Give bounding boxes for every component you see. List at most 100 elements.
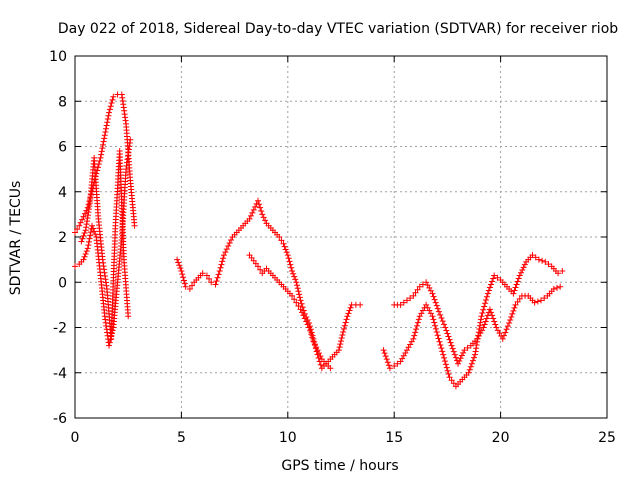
data-point-interp: [476, 322, 483, 329]
data-point-interp: [294, 285, 301, 292]
data-point-interp: [437, 311, 444, 318]
data-point-interp: [490, 315, 497, 322]
data-point-interp: [486, 284, 493, 291]
data-point-interp: [426, 307, 433, 314]
y-tick-label: -4: [53, 366, 67, 382]
data-point-interp: [508, 313, 515, 320]
data-point-interp: [219, 258, 226, 265]
data-point: [446, 374, 453, 381]
data-point-interp: [441, 358, 448, 365]
data-point: [403, 347, 410, 354]
data-point-interp: [385, 362, 392, 369]
data-point: [178, 267, 185, 274]
data-point-interp: [303, 318, 310, 325]
data-point-interp: [482, 300, 489, 307]
data-point-interp: [179, 271, 186, 278]
data-point: [486, 306, 493, 313]
data-point-interp: [394, 360, 401, 367]
data-point-interp: [85, 242, 92, 249]
data-point-interp: [488, 309, 495, 316]
data-point-interp: [341, 322, 348, 329]
data-point-interp: [226, 240, 233, 247]
data-point-interp: [181, 280, 188, 287]
data-point: [284, 252, 291, 259]
data-point-interp: [520, 264, 527, 271]
data-point-interp: [414, 319, 421, 326]
data-point-interp: [74, 226, 81, 233]
data-point: [344, 313, 351, 320]
data-point-interp: [257, 266, 264, 273]
data-point: [499, 335, 506, 342]
data-point: [538, 297, 545, 304]
data-point-interp: [507, 316, 514, 323]
data-point-interp: [311, 341, 318, 348]
data-point: [280, 240, 287, 247]
data-point: [110, 93, 117, 100]
data-point-interp: [343, 316, 350, 323]
data-point-interp: [283, 249, 290, 256]
data-point: [301, 315, 308, 322]
data-point-interp: [553, 284, 560, 291]
data-point-interp: [443, 327, 450, 334]
data-point-interp: [407, 341, 414, 348]
data-point-interp: [99, 145, 106, 152]
data-point-interp: [342, 319, 349, 326]
data-point-interp: [441, 354, 448, 361]
grid-lines: [75, 56, 607, 418]
data-point-interp: [108, 100, 115, 107]
data-point: [380, 347, 387, 354]
data-point-interp: [424, 282, 431, 289]
data-point-interp: [384, 359, 391, 366]
data-point: [76, 222, 83, 229]
data-point-interp: [399, 355, 406, 362]
data-point-interp: [445, 333, 452, 340]
y-tick-label: 10: [49, 49, 67, 65]
data-point: [212, 281, 219, 288]
data-point-interp: [483, 297, 490, 304]
data-point: [433, 329, 440, 336]
data-point-interp: [450, 348, 457, 355]
data-point-interp: [313, 344, 320, 351]
data-point-interp: [440, 321, 447, 328]
data-point: [410, 292, 417, 299]
data-point-interp: [300, 312, 307, 319]
data-point-interp: [337, 341, 344, 348]
data-point-interp: [439, 318, 446, 325]
data-point: [80, 213, 87, 220]
data-point-interp: [217, 264, 224, 271]
data-point: [461, 347, 468, 354]
data-point-interp: [104, 119, 111, 126]
data-point: [391, 362, 398, 369]
data-point-interp: [418, 310, 425, 317]
data-point: [340, 329, 347, 336]
data-point-interp: [539, 257, 546, 264]
data-point-interp: [79, 216, 86, 223]
data-point-interp: [502, 329, 509, 336]
data-point-interp: [439, 348, 446, 355]
data-point-interp: [510, 307, 517, 314]
data-point-interp: [213, 278, 220, 285]
data-point-interp: [91, 228, 98, 235]
data-point-interp: [249, 209, 256, 216]
data-point-interp: [307, 327, 314, 334]
data-point-interp: [296, 291, 303, 298]
data-point-interp: [485, 287, 492, 294]
data-point-interp: [102, 128, 109, 135]
data-point-interp: [407, 295, 414, 302]
data-point: [297, 306, 304, 313]
data-point-interp: [346, 307, 353, 314]
data-point-interp: [316, 350, 323, 357]
data-point-interp: [473, 342, 480, 349]
data-point-interp: [451, 351, 458, 358]
data-point-interp: [252, 203, 259, 210]
data-point-interp: [79, 235, 86, 242]
data-point-interp: [291, 296, 298, 303]
data-point-interp: [446, 336, 453, 343]
data-point-interp: [223, 246, 230, 253]
data-point-interp: [514, 298, 521, 305]
data-point: [203, 272, 210, 279]
data-point: [97, 154, 104, 161]
chart-title: Day 022 of 2018, Sidereal Day-to-day VTE…: [58, 21, 618, 37]
data-point-interp: [98, 148, 105, 155]
data-point-interp: [457, 355, 464, 362]
